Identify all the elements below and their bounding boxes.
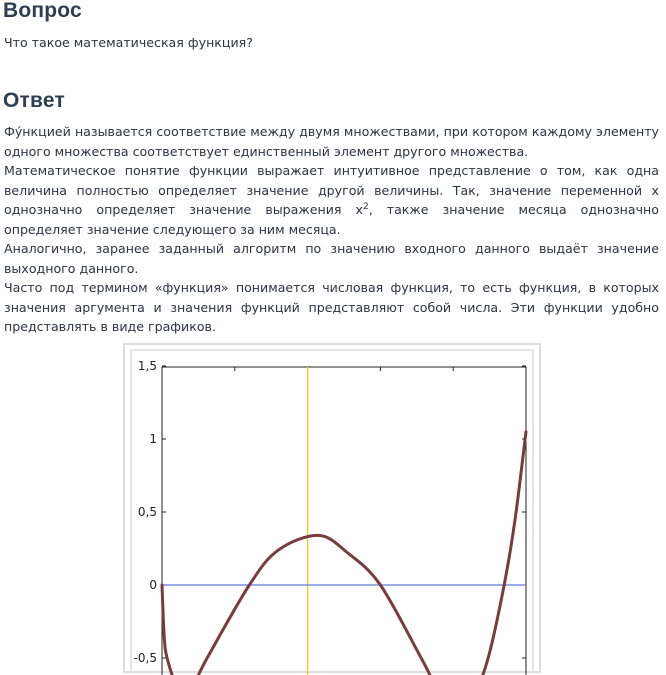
superscript: 2: [362, 201, 369, 212]
y-tick-label: 0: [149, 578, 157, 592]
y-tick-label: 1,5: [138, 359, 157, 373]
answer-body: Фу́нкцией называется соответствие между …: [4, 122, 659, 337]
question-heading: Вопрос: [3, 0, 82, 22]
answer-paragraph: Часто под термином «функция» понимается …: [4, 280, 659, 334]
answer-paragraph: Аналогично, заранее заданный алгоритм по…: [4, 241, 659, 276]
function-curve: [160, 430, 528, 675]
answer-paragraph: Фу́нкцией называется соответствие между …: [4, 124, 659, 159]
figure-inner-frame: [130, 349, 534, 671]
answer-paragraph-text: Математическое понятие функции выражает …: [4, 163, 659, 217]
answer-paragraph-tail: , также значение месяца однозначно опред…: [4, 202, 659, 237]
question-text: Что такое математическая функция?: [4, 35, 253, 50]
y-tick-label: 0,5: [138, 505, 157, 519]
answer-heading: Ответ: [3, 89, 65, 112]
function-chart: 1,5 1 0,5 0 -0,5: [134, 359, 528, 675]
answer-paragraph: Математическое понятие функции выражает …: [4, 161, 659, 239]
y-tick-label: 1: [149, 432, 157, 446]
function-graph-figure: 1,5 1 0,5 0 -0,5: [123, 343, 541, 675]
y-tick-label: -0,5: [134, 651, 157, 665]
